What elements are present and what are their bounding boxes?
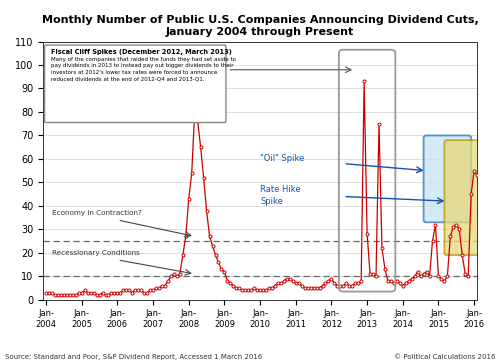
FancyBboxPatch shape bbox=[424, 135, 471, 222]
Text: © Political Calculations 2016: © Political Calculations 2016 bbox=[394, 354, 495, 360]
Text: Spike: Spike bbox=[260, 197, 283, 206]
Text: Source: Standard and Poor, S&P Dividend Report, Accessed 1 March 2016: Source: Standard and Poor, S&P Dividend … bbox=[5, 354, 262, 360]
Text: Economy in Contraction?: Economy in Contraction? bbox=[52, 210, 142, 216]
FancyBboxPatch shape bbox=[444, 140, 480, 255]
Text: Fiscal Cliff Spikes (December 2012, March 2013): Fiscal Cliff Spikes (December 2012, Marc… bbox=[50, 49, 232, 55]
Text: Rate Hike: Rate Hike bbox=[260, 185, 300, 194]
Text: Recessionary Conditions: Recessionary Conditions bbox=[52, 250, 140, 256]
Text: Many of the companies that raided the funds they had set aside to
pay dividends : Many of the companies that raided the fu… bbox=[50, 57, 236, 81]
Text: "Oil" Spike: "Oil" Spike bbox=[260, 155, 304, 163]
Title: Monthly Number of Public U.S. Companies Announcing Dividend Cuts,
January 2004 t: Monthly Number of Public U.S. Companies … bbox=[42, 15, 478, 37]
FancyBboxPatch shape bbox=[44, 45, 226, 122]
